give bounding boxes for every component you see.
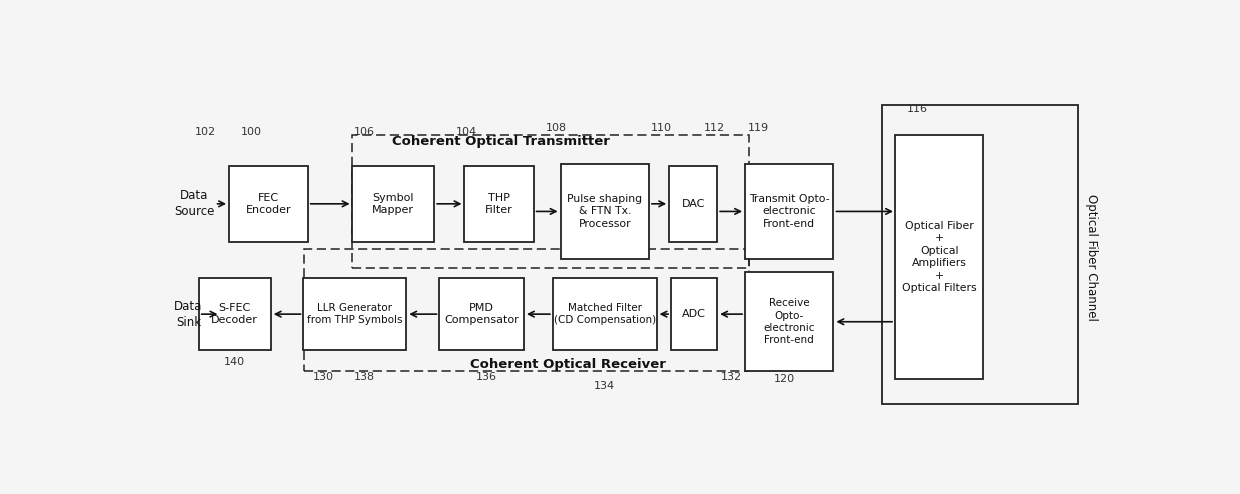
- Text: Optical Fiber Channel: Optical Fiber Channel: [1085, 194, 1099, 321]
- Text: 110: 110: [651, 123, 672, 133]
- Text: Data
Sink: Data Sink: [174, 300, 202, 329]
- FancyBboxPatch shape: [304, 278, 407, 350]
- Text: 136: 136: [476, 372, 497, 382]
- Text: 116: 116: [906, 104, 928, 114]
- Text: Data
Source: Data Source: [174, 189, 215, 218]
- Text: 140: 140: [224, 357, 246, 367]
- FancyBboxPatch shape: [352, 166, 434, 242]
- FancyBboxPatch shape: [895, 135, 983, 379]
- Text: DAC: DAC: [682, 199, 704, 209]
- Text: 106: 106: [353, 126, 374, 136]
- Text: 138: 138: [353, 372, 374, 382]
- FancyBboxPatch shape: [229, 166, 308, 242]
- Text: S-FEC
Decoder: S-FEC Decoder: [211, 303, 258, 326]
- Text: Matched Filter
(CD Compensation): Matched Filter (CD Compensation): [554, 303, 656, 326]
- Text: 134: 134: [594, 381, 615, 391]
- FancyBboxPatch shape: [465, 166, 533, 242]
- FancyBboxPatch shape: [745, 272, 833, 371]
- Text: PMD
Compensator: PMD Compensator: [444, 303, 520, 326]
- Text: FEC
Encoder: FEC Encoder: [246, 193, 291, 215]
- FancyBboxPatch shape: [560, 164, 649, 259]
- Text: Coherent Optical Transmitter: Coherent Optical Transmitter: [392, 134, 610, 148]
- Text: 104: 104: [456, 126, 477, 136]
- Text: THP
Filter: THP Filter: [485, 193, 513, 215]
- Text: 119: 119: [748, 123, 769, 133]
- FancyBboxPatch shape: [745, 164, 833, 259]
- Text: 130: 130: [312, 372, 334, 382]
- Text: 112: 112: [704, 123, 725, 133]
- Text: Receive
Opto-
electronic
Front-end: Receive Opto- electronic Front-end: [764, 298, 815, 345]
- Text: Pulse shaping
& FTN Tx.
Processor: Pulse shaping & FTN Tx. Processor: [567, 194, 642, 229]
- Text: LLR Generator
from THP Symbols: LLR Generator from THP Symbols: [308, 303, 403, 326]
- FancyBboxPatch shape: [553, 278, 657, 350]
- FancyBboxPatch shape: [671, 278, 717, 350]
- FancyBboxPatch shape: [198, 278, 270, 350]
- Text: ADC: ADC: [682, 309, 706, 319]
- Text: 120: 120: [774, 374, 795, 384]
- FancyBboxPatch shape: [439, 278, 525, 350]
- Text: 108: 108: [546, 123, 567, 133]
- Text: Symbol
Mapper: Symbol Mapper: [372, 193, 414, 215]
- Text: 102: 102: [195, 126, 216, 136]
- Text: Coherent Optical Receiver: Coherent Optical Receiver: [470, 358, 666, 371]
- Text: 100: 100: [241, 126, 262, 136]
- FancyBboxPatch shape: [670, 166, 717, 242]
- Text: 132: 132: [720, 372, 743, 382]
- Text: Optical Fiber
+
Optical
Amplifiers
+
Optical Filters: Optical Fiber + Optical Amplifiers + Opt…: [901, 221, 976, 293]
- Text: Transmit Opto-
electronic
Front-end: Transmit Opto- electronic Front-end: [749, 194, 830, 229]
